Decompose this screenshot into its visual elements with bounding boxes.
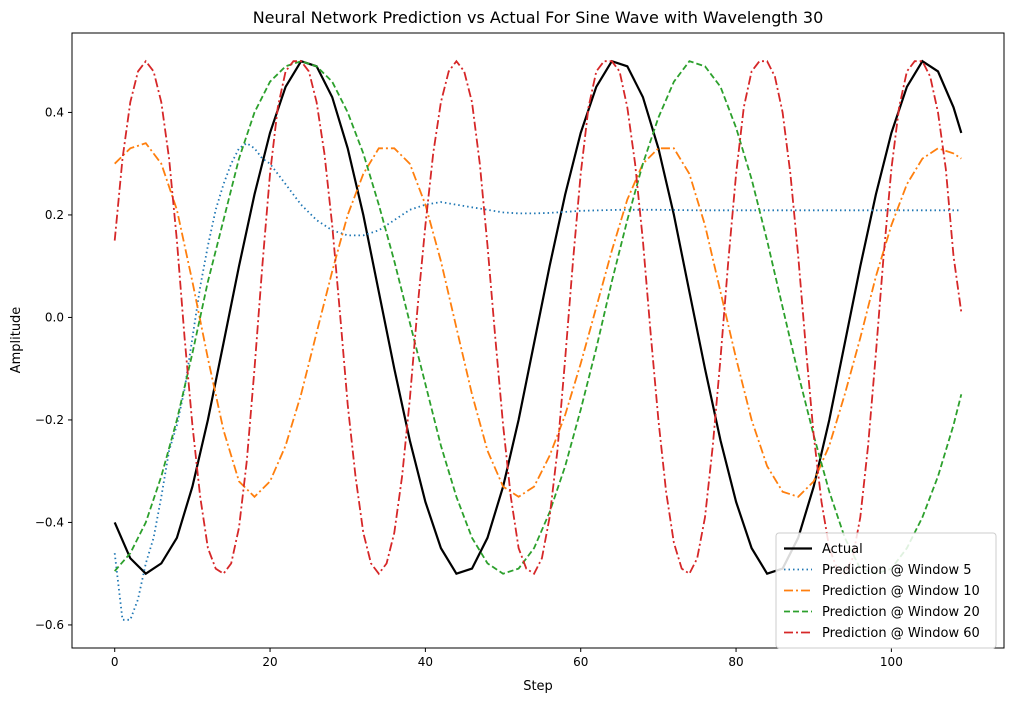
series-line-3 bbox=[114, 60, 963, 575]
legend-box bbox=[775, 532, 997, 649]
legend-label-3: Prediction @ Window 20 bbox=[822, 605, 980, 620]
y-tick-label: 0.4 bbox=[45, 105, 64, 119]
chart-title: Neural Network Prediction vs Actual For … bbox=[253, 8, 824, 27]
series-line-0 bbox=[113, 59, 963, 576]
x-tick-label: 100 bbox=[880, 655, 903, 669]
axes-frame bbox=[71, 32, 1005, 649]
y-axis-label: Amplitude bbox=[9, 307, 24, 374]
x-tick-label: 40 bbox=[418, 655, 433, 669]
legend-label-0: Actual bbox=[822, 542, 863, 557]
series-line-4 bbox=[113, 59, 963, 576]
x-tick-label: 20 bbox=[262, 655, 277, 669]
y-tick-label: 0.2 bbox=[45, 208, 64, 222]
legend-label-2: Prediction @ Window 10 bbox=[822, 584, 980, 599]
plot-area bbox=[113, 59, 963, 621]
legend: Actual Prediction @ Window 5 Prediction @ … bbox=[775, 532, 997, 649]
x-tick-label: 60 bbox=[573, 655, 588, 669]
y-tick-label: −0.2 bbox=[35, 413, 64, 427]
legend-label-1: Prediction @ Window 5 bbox=[822, 563, 972, 578]
series-line-2 bbox=[114, 142, 962, 499]
ticks: 0 20 40 60 80 100 −0.6 −0.4 −0.2 0.0 0.2 0.4 bbox=[35, 105, 903, 669]
x-tick-label: 0 bbox=[111, 655, 119, 669]
x-axis-label: Step bbox=[523, 679, 553, 694]
y-tick-label: −0.4 bbox=[35, 515, 64, 529]
x-tick-label: 80 bbox=[728, 655, 743, 669]
legend-label-4: Prediction @ Window 60 bbox=[822, 626, 980, 641]
y-tick-label: −0.6 bbox=[35, 618, 64, 632]
y-tick-label: 0.0 bbox=[45, 310, 64, 324]
